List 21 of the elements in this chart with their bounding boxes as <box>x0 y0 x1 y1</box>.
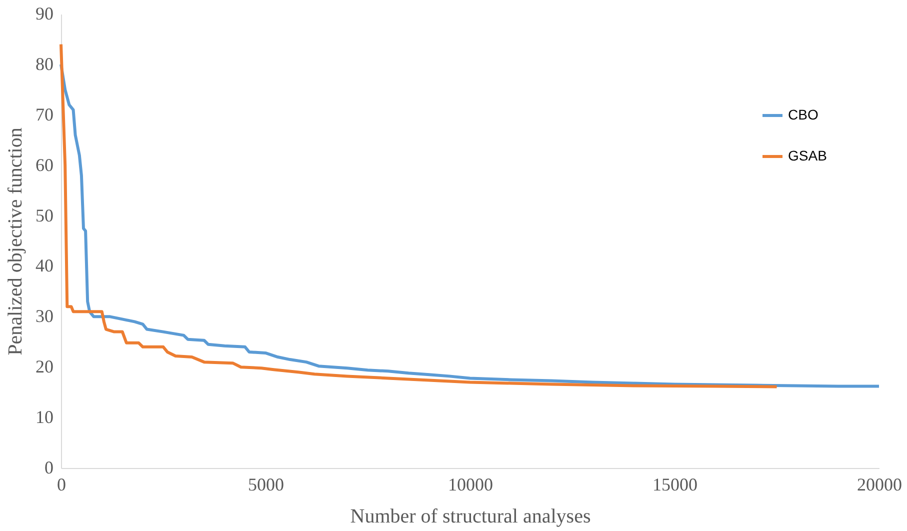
y-tick-label: 10 <box>36 407 54 428</box>
line-series <box>60 42 778 388</box>
y-axis-title: Penalized objective function <box>4 128 26 356</box>
legend-label: GSAB <box>788 148 827 164</box>
y-tick-label: 80 <box>36 54 54 74</box>
x-tick-label: 5000 <box>248 474 284 494</box>
x-tick-label: 0 <box>57 474 66 494</box>
y-tick-label: 40 <box>36 256 54 276</box>
legend-label: CBO <box>788 106 818 122</box>
y-tick-label: 20 <box>36 356 54 377</box>
y-tick-label: 50 <box>36 205 54 226</box>
y-tick-label: 70 <box>36 104 54 124</box>
x-axis-title: Number of structural analyses <box>350 506 591 528</box>
y-tick-label: 60 <box>36 154 54 175</box>
line-series <box>60 62 880 388</box>
x-tick-label: 20000 <box>857 474 902 494</box>
y-tick-label: 30 <box>36 306 54 326</box>
y-tick-label: 0 <box>44 458 54 478</box>
x-tick-label: 15000 <box>652 474 698 494</box>
x-tick-label: 10000 <box>448 474 493 494</box>
y-tick-label: 90 <box>36 4 54 24</box>
